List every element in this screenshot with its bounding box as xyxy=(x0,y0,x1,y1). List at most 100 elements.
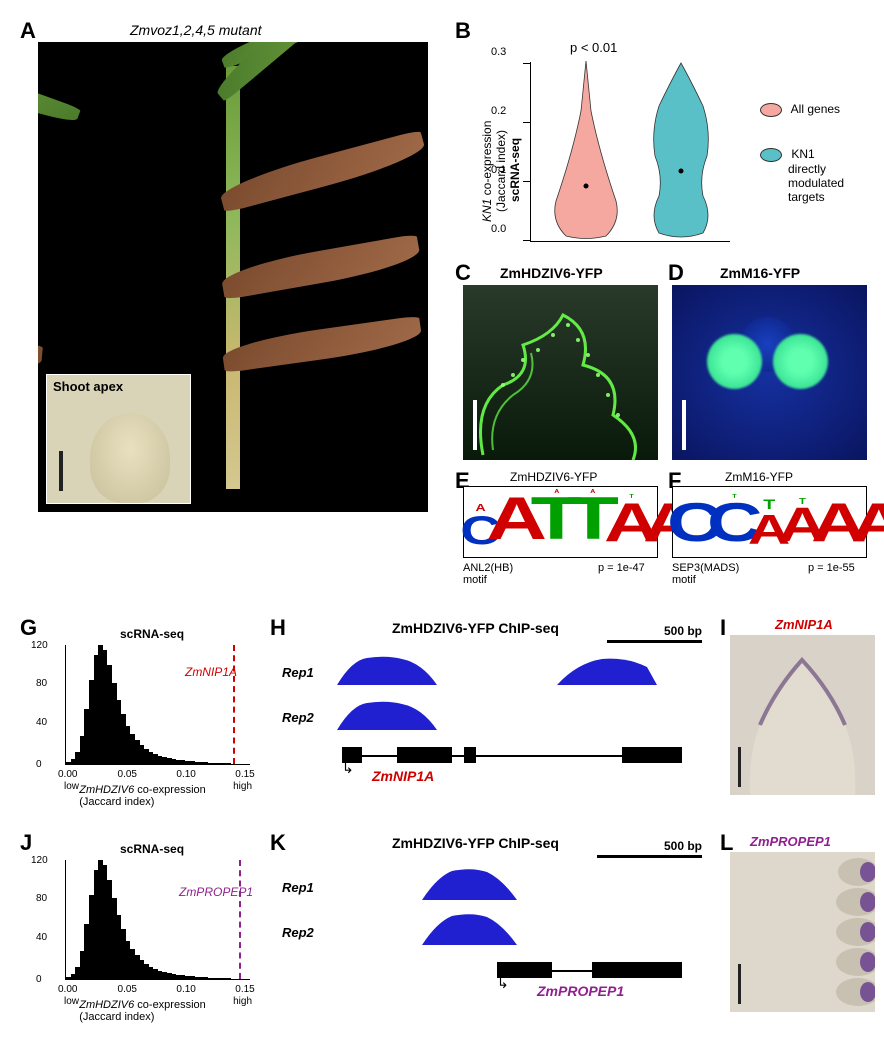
panel-f-motif: CTCTATAAAATAAGG xyxy=(672,486,867,558)
k-peak-rep2 xyxy=(422,912,517,945)
leaf xyxy=(38,54,81,128)
k-scale-bar xyxy=(597,855,702,858)
panel-c-micrograph xyxy=(463,285,658,460)
low-label: low xyxy=(64,781,79,792)
panel-b-pvalue: p < 0.01 xyxy=(570,40,617,55)
ytick: 80 xyxy=(36,893,47,904)
legend-text-all: All genes xyxy=(791,102,840,116)
h-scale-bar xyxy=(607,640,702,643)
h-exon xyxy=(397,747,452,763)
panel-j-histogram: scRNA-seq ZmPROPEP1 0.00 0.05 0.10 0.15 … xyxy=(30,840,255,1005)
legend-text: modulated xyxy=(788,176,844,190)
ytick: 0 xyxy=(36,759,42,770)
j-axes: 0.00 0.05 0.10 0.15 low high 0 40 80 120 xyxy=(65,860,250,980)
xtick: 0.00 xyxy=(58,769,77,780)
violin-allgenes xyxy=(551,61,621,241)
k-tss-arrow: ↳ xyxy=(497,975,509,992)
high-label: high xyxy=(233,781,252,792)
scale-bar-c xyxy=(473,400,477,450)
legend-dot-kn1 xyxy=(760,148,782,162)
yaxis-coexp: co-expression xyxy=(480,121,494,199)
ytick: 0.1 xyxy=(491,164,506,176)
i-gene-label: ZmNIP1A xyxy=(775,617,833,632)
ytick: 0.0 xyxy=(491,223,506,235)
panel-d-micrograph xyxy=(672,285,867,460)
k-exon xyxy=(592,962,682,978)
h-exon xyxy=(464,747,476,763)
j-xtitle: ZmHDZIV6 co-expression (Jaccard index) xyxy=(79,999,206,1023)
h-peak1-rep2 xyxy=(337,700,437,730)
k-title: ZmHDZIV6-YFP ChIP-seq xyxy=(392,835,559,851)
legend-text: directly xyxy=(788,162,826,176)
ytick: 80 xyxy=(36,678,47,689)
l-gene-label: ZmPROPEP1 xyxy=(750,834,831,849)
xtick: 0.00 xyxy=(58,984,77,995)
d-yfp-left xyxy=(707,334,762,389)
g-xtitle: ZmHDZIV6 co-expression (Jaccard index) xyxy=(79,784,206,808)
k-scale-label: 500 bp xyxy=(664,839,702,853)
legend-text: targets xyxy=(788,190,825,204)
panel-c-title: ZmHDZIV6-YFP xyxy=(500,265,603,281)
panel-c-label: C xyxy=(455,260,471,286)
violin-plot-axes: 0.0 0.1 0.2 0.3 xyxy=(530,62,730,242)
leaf xyxy=(38,328,43,374)
ytick: 120 xyxy=(31,640,48,651)
panel-i-insitu xyxy=(730,635,875,795)
k-peak-rep1 xyxy=(422,867,517,900)
panel-e-title: ZmHDZIV6-YFP xyxy=(510,470,597,484)
ytick: 0.2 xyxy=(491,105,506,117)
panel-e-motif-word: motif xyxy=(463,574,487,586)
panel-k-chipseq: ZmHDZIV6-YFP ChIP-seq 500 bp Rep1 Rep2 ↳… xyxy=(282,835,712,1010)
legend-text: KN1 xyxy=(791,147,814,161)
panel-d-label: D xyxy=(668,260,684,286)
ytick: 0.3 xyxy=(491,46,506,58)
k-rep1: Rep1 xyxy=(282,880,314,895)
ytick: 40 xyxy=(36,717,47,728)
panel-l-insitu xyxy=(730,852,875,1012)
panel-a-inset: Shoot apex xyxy=(46,374,191,504)
scale-bar-d xyxy=(682,400,686,450)
h-peak1-rep1 xyxy=(337,655,437,685)
panel-b-yaxis-method: scRNA-seq xyxy=(508,138,522,202)
panel-f-pvalue: p = 1e-55 xyxy=(808,562,855,574)
low-label: low xyxy=(64,996,79,1007)
ytick: 40 xyxy=(36,932,47,943)
panel-a-label: A xyxy=(20,18,36,44)
panel-b-legend: All genes KN1 directly modulated targets xyxy=(760,102,844,204)
d-yfp-right xyxy=(773,334,828,389)
h-rep1: Rep1 xyxy=(282,665,314,680)
panel-a-title: Zmvoz1,2,4,5 mutant xyxy=(130,22,262,38)
panel-i-label: I xyxy=(720,615,726,641)
violin-kn1 xyxy=(641,61,721,241)
xtick: 0.15 xyxy=(235,769,254,780)
j-title: scRNA-seq xyxy=(120,842,184,856)
panel-f-motif-word: motif xyxy=(672,574,696,586)
ytick: 0 xyxy=(36,974,42,985)
yaxis-kn1: KN1 xyxy=(480,199,494,222)
g-dashed xyxy=(233,645,235,764)
xtick: 0.10 xyxy=(176,769,195,780)
h-peak2-rep1 xyxy=(557,655,657,685)
scale-bar-l xyxy=(738,964,741,1004)
panel-e-motif: ACAATATTAATATAGTC xyxy=(463,486,658,558)
h-title: ZmHDZIV6-YFP ChIP-seq xyxy=(392,620,559,636)
panel-b-label: B xyxy=(455,18,471,44)
h-gene-name: ZmNIP1A xyxy=(372,768,434,784)
panel-e-family: ANL2(HB) xyxy=(463,562,513,574)
xtick: 0.10 xyxy=(176,984,195,995)
h-scale-label: 500 bp xyxy=(664,624,702,638)
g-axes: 0.00 0.05 0.10 0.15 low high 0 40 80 120 xyxy=(65,645,250,765)
panel-h-chipseq: ZmHDZIV6-YFP ChIP-seq 500 bp Rep1 Rep2 ↳… xyxy=(282,620,712,795)
scale-bar-i xyxy=(738,747,741,787)
panel-f-title: ZmM16-YFP xyxy=(725,470,793,484)
panel-g-histogram: scRNA-seq ZmNIP1A 0.00 0.05 0.10 0.15 lo… xyxy=(30,625,255,790)
leaf xyxy=(221,315,423,373)
panel-b-violin: p < 0.01 KN1 co-expression (Jaccard inde… xyxy=(470,42,860,257)
panel-e-pvalue: p = 1e-47 xyxy=(598,562,645,574)
panel-d-title: ZmM16-YFP xyxy=(720,265,800,281)
legend-dot-all xyxy=(760,103,782,117)
shoot-apex xyxy=(90,413,170,503)
ytick: 120 xyxy=(31,855,48,866)
h-exon xyxy=(622,747,682,763)
scale-bar-a xyxy=(59,451,63,491)
